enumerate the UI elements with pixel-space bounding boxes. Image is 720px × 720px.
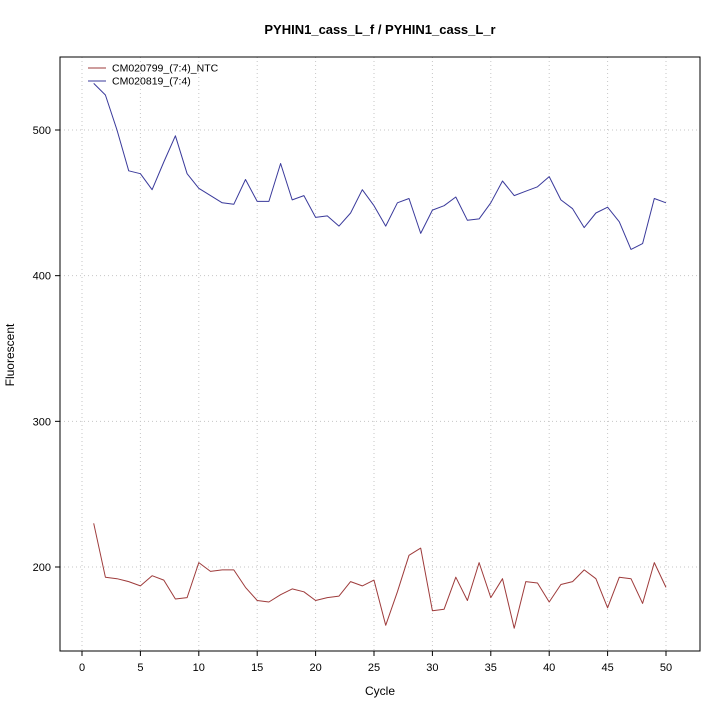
y-tick-label: 200 <box>33 562 51 574</box>
plot-frame <box>59 56 701 652</box>
y-axis-label: Fluorescent <box>3 323 17 387</box>
x-tick-label: 20 <box>309 662 321 674</box>
series-line <box>93 523 667 629</box>
legend-label: CM020799_(7:4)_NTC <box>112 63 219 75</box>
x-tick-label: 50 <box>660 662 672 674</box>
legend-label: CM020819_(7:4) <box>112 76 191 88</box>
x-tick-label: 10 <box>193 662 205 674</box>
x-tick-label: 35 <box>485 662 497 674</box>
x-tick-label: 0 <box>79 662 85 674</box>
x-tick-label: 30 <box>426 662 438 674</box>
x-tick-label: 40 <box>543 662 555 674</box>
x-tick-label: 45 <box>601 662 613 674</box>
x-tick-label: 5 <box>137 662 143 674</box>
x-tick-label: 15 <box>251 662 263 674</box>
series-line <box>93 83 667 250</box>
x-tick-label: 25 <box>368 662 380 674</box>
chart-title: PYHIN1_cass_L_f / PYHIN1_cass_L_r <box>264 22 496 37</box>
y-tick-label: 400 <box>33 271 51 283</box>
y-tick-label: 300 <box>33 416 51 428</box>
x-axis-label: Cycle <box>364 684 395 698</box>
y-tick-label: 500 <box>33 125 51 137</box>
